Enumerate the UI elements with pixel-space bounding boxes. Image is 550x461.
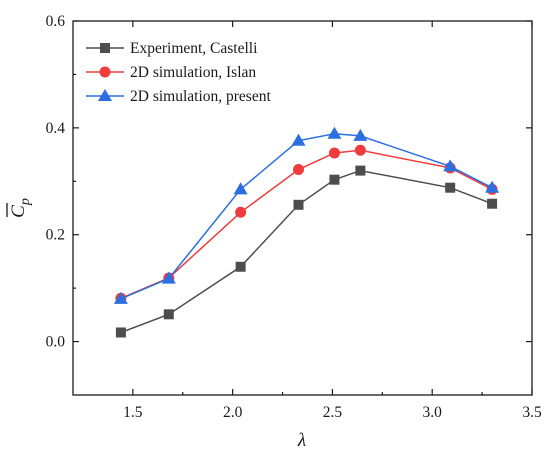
data-point — [163, 309, 174, 320]
data-point — [443, 159, 458, 172]
data-point — [485, 180, 500, 193]
y-axis-title: Cp — [6, 198, 33, 218]
series-line — [120, 132, 493, 300]
data-point — [235, 206, 247, 218]
series-1 — [115, 165, 498, 338]
legend-label: 2D simulation, present — [130, 88, 271, 105]
data-point — [445, 182, 456, 193]
data-point — [328, 147, 340, 159]
svg-text:Cp: Cp — [8, 198, 33, 218]
series-line — [120, 149, 493, 299]
data-point — [293, 199, 304, 210]
data-point — [354, 144, 366, 156]
legend-label: Experiment, Castelli — [130, 40, 258, 57]
data-point — [487, 198, 498, 209]
legend-marker — [98, 89, 112, 102]
x-axis-title: λ — [297, 430, 306, 451]
data-point — [235, 261, 246, 272]
data-point — [113, 291, 128, 304]
x-tick-label: 2.5 — [323, 404, 343, 421]
plot-frame — [72, 20, 533, 396]
series-line — [120, 169, 493, 334]
legend-item: 2D simulation, present — [86, 88, 271, 105]
data-point — [329, 174, 340, 185]
legend-item: Experiment, Castelli — [86, 40, 258, 57]
y-tick-label: 0.4 — [46, 120, 66, 137]
series-3 — [113, 126, 500, 304]
y-tick-label: 0.6 — [46, 13, 66, 30]
legend-marker — [99, 66, 111, 78]
y-tick-label: 0.2 — [46, 227, 65, 244]
data-point — [161, 271, 176, 284]
data-point — [293, 164, 305, 176]
data-point — [355, 165, 366, 176]
x-tick-label: 3.0 — [423, 404, 443, 421]
series-layer — [113, 126, 500, 338]
data-point — [327, 126, 342, 139]
y-axis-title-main: C — [8, 205, 29, 218]
legend: Experiment, Castelli 2D simulation, Islan… — [86, 40, 271, 105]
y-tick-label: 0.0 — [46, 334, 66, 351]
y-axis-title-subscript: p — [18, 198, 33, 206]
legend-marker — [100, 43, 110, 53]
x-axis: 1.5 2.0 2.5 3.0 3.5 — [123, 21, 542, 421]
data-point — [233, 182, 248, 195]
x-tick-label: 2.0 — [223, 404, 243, 421]
data-point — [291, 133, 306, 146]
legend-label: 2D simulation, Islan — [130, 64, 256, 81]
y-axis: 0.0 0.2 0.4 0.6 — [46, 13, 532, 351]
data-point — [115, 327, 126, 338]
x-tick-label: 3.5 — [522, 404, 542, 421]
x-tick-label: 1.5 — [123, 404, 143, 421]
legend-item: 2D simulation, Islan — [86, 64, 256, 81]
data-point — [353, 128, 368, 141]
